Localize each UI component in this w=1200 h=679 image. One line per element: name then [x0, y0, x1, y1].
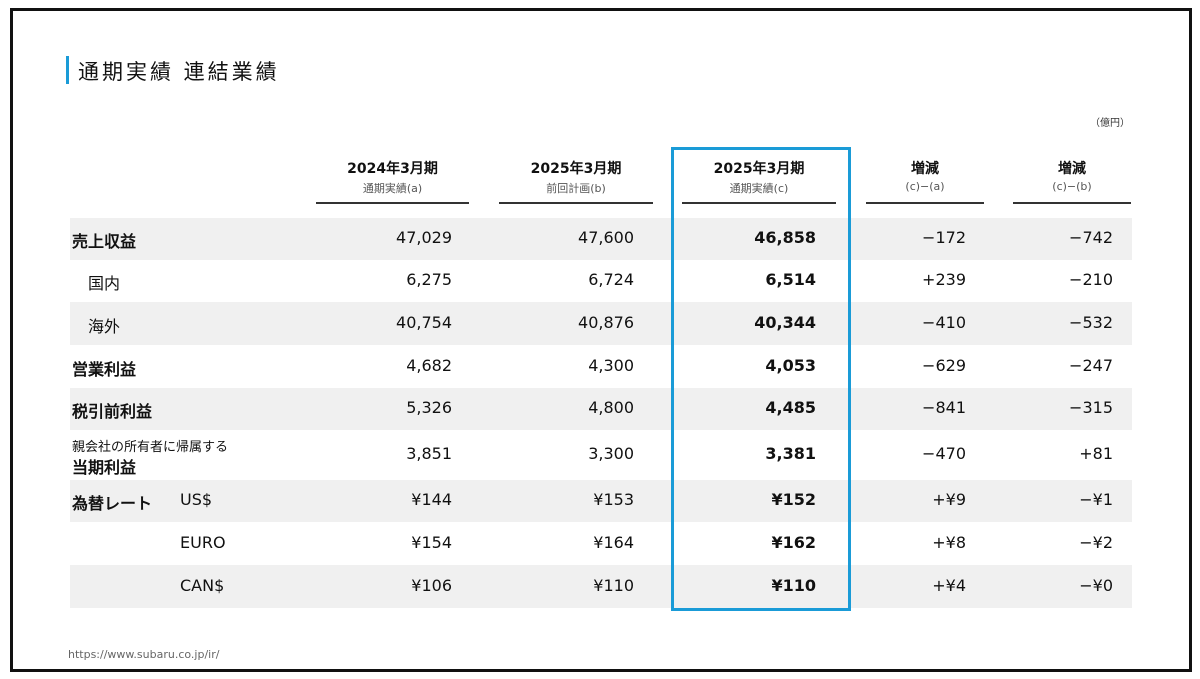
footer-url: https://www.subaru.co.jp/ir/ [68, 648, 220, 661]
cell-value: −¥1 [1079, 490, 1113, 509]
cell-value: −¥2 [1079, 532, 1113, 552]
header-underline [316, 202, 469, 204]
row-label-prefix: 親会社の所有者に帰属する [72, 440, 229, 455]
cell-value: +81 [1079, 444, 1113, 463]
column-header: 2024年3月期 [347, 161, 438, 177]
cell-value: 46,858 [754, 228, 816, 247]
unit: （億円） [1090, 118, 1130, 129]
title-bar [66, 56, 69, 84]
row-label: 当期利益 [72, 458, 137, 477]
row-label: 為替レート [72, 494, 153, 513]
cell-value: −315 [1069, 398, 1113, 417]
row-label: 売上収益 [72, 232, 137, 251]
row-band [70, 565, 1132, 608]
cell-value: +¥8 [932, 532, 966, 552]
cell-value: +239 [922, 270, 966, 289]
cell-value: −247 [1069, 355, 1113, 375]
row-label: 国内 [88, 274, 121, 293]
cell-value: 40,754 [396, 312, 452, 332]
frame [10, 8, 1192, 672]
row-sublabel: US$ [180, 490, 213, 509]
cell-value: −210 [1069, 270, 1113, 289]
column-header: 増減 [1058, 161, 1086, 177]
header-underline [682, 202, 836, 204]
column-header: 増減 [911, 161, 939, 177]
cell-value: 47,600 [578, 228, 634, 247]
cell-value: 6,275 [406, 270, 452, 289]
row-band [70, 388, 1132, 430]
highlight-box [671, 147, 851, 611]
header-underline [499, 202, 653, 204]
cell-value: ¥153 [593, 490, 634, 509]
column-subheader: 通期実績(c) [729, 182, 789, 195]
cell-value: ¥154 [411, 532, 452, 552]
cell-value: −841 [922, 398, 966, 417]
cell-value: 6,724 [588, 270, 634, 289]
cell-value: 3,381 [765, 444, 816, 463]
row-label: 税引前利益 [72, 402, 153, 421]
cell-value: 3,851 [406, 444, 452, 463]
cell-value: +¥4 [932, 575, 966, 595]
column-subheader: (c)−(a) [905, 180, 945, 193]
column-header: 2025年3月期 [530, 161, 622, 177]
row-label: 海外 [88, 316, 121, 336]
cell-value: 6,514 [765, 270, 816, 289]
cell-value: 40,876 [578, 312, 634, 332]
cell-value: −742 [1069, 228, 1113, 247]
cell-value: −470 [922, 444, 966, 463]
cell-value: +¥9 [932, 490, 966, 509]
column-header: 2025年3月期 [713, 161, 805, 177]
cell-value: −629 [922, 355, 966, 375]
cell-value: −532 [1069, 312, 1113, 332]
cell-value: 5,326 [406, 398, 452, 417]
cell-value: ¥106 [411, 575, 452, 595]
cell-value: −410 [922, 312, 966, 332]
cell-value: ¥164 [593, 532, 634, 552]
cell-value: ¥110 [593, 575, 634, 595]
row-label: 営業利益 [72, 359, 137, 379]
column-subheader: 通期実績(a) [362, 182, 423, 195]
cell-value: ¥152 [771, 490, 816, 509]
cell-value: ¥162 [771, 532, 816, 552]
cell-value: −¥0 [1079, 575, 1113, 595]
row-band [70, 302, 1132, 345]
cell-value: 4,053 [765, 355, 816, 375]
title: 通期実績 連結業績 [78, 60, 280, 84]
column-subheader: 前回計画(b) [546, 182, 606, 195]
row-band [70, 218, 1132, 260]
cell-value: 4,485 [765, 398, 816, 417]
cell-value: 4,800 [588, 398, 634, 417]
cell-value: 4,682 [406, 355, 452, 375]
header-underline [1013, 202, 1131, 204]
column-subheader: (c)−(b) [1052, 180, 1092, 193]
header-underline [866, 202, 984, 204]
cell-value: 4,300 [588, 355, 634, 375]
cell-value: ¥144 [411, 490, 452, 509]
cell-value: −172 [922, 228, 966, 247]
cell-value: 47,029 [396, 228, 452, 247]
row-band [70, 480, 1132, 522]
cell-value: ¥110 [771, 575, 816, 595]
cell-value: 40,344 [754, 312, 816, 332]
row-sublabel: EURO [180, 532, 226, 552]
row-sublabel: CAN$ [180, 575, 225, 595]
cell-value: 3,300 [588, 444, 634, 463]
